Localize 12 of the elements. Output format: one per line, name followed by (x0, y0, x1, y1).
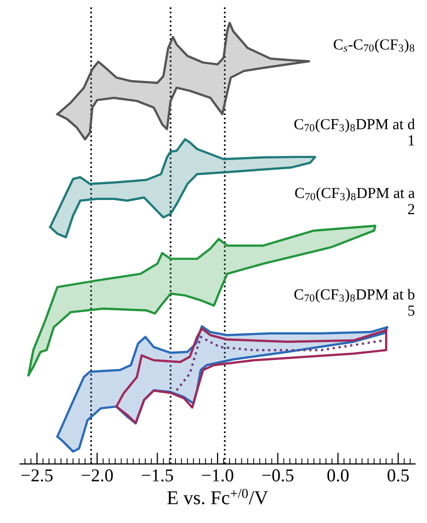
x-tick-label: −1.5 (142, 469, 174, 482)
series-label: C$_{70}$(CF$_{3}$)$_{8}$DPM at b 5 (294, 288, 414, 316)
x-tick-label: 0.5 (388, 469, 409, 482)
x-axis-title: E vs. Fc$^{+/0}$/V (167, 488, 268, 504)
x-tick-label: −2.5 (21, 469, 53, 482)
series-label: C$_{70}$(CF$_{3}$)$_{8}$DPM at d 1 (294, 118, 415, 146)
x-tick-label: −1.0 (202, 469, 234, 482)
x-tick-label: 0.0 (327, 469, 349, 482)
series-label: C$_{70}$(CF$_{3}$)$_{8}$DPM at a 2 (295, 187, 415, 214)
x-tick-label: −2.0 (82, 469, 113, 482)
x-tick-label: −0.5 (262, 469, 294, 482)
series-label: C$_{s}$-C$_{70}$(CF$_{3}$)$_{8}$ (334, 38, 414, 53)
